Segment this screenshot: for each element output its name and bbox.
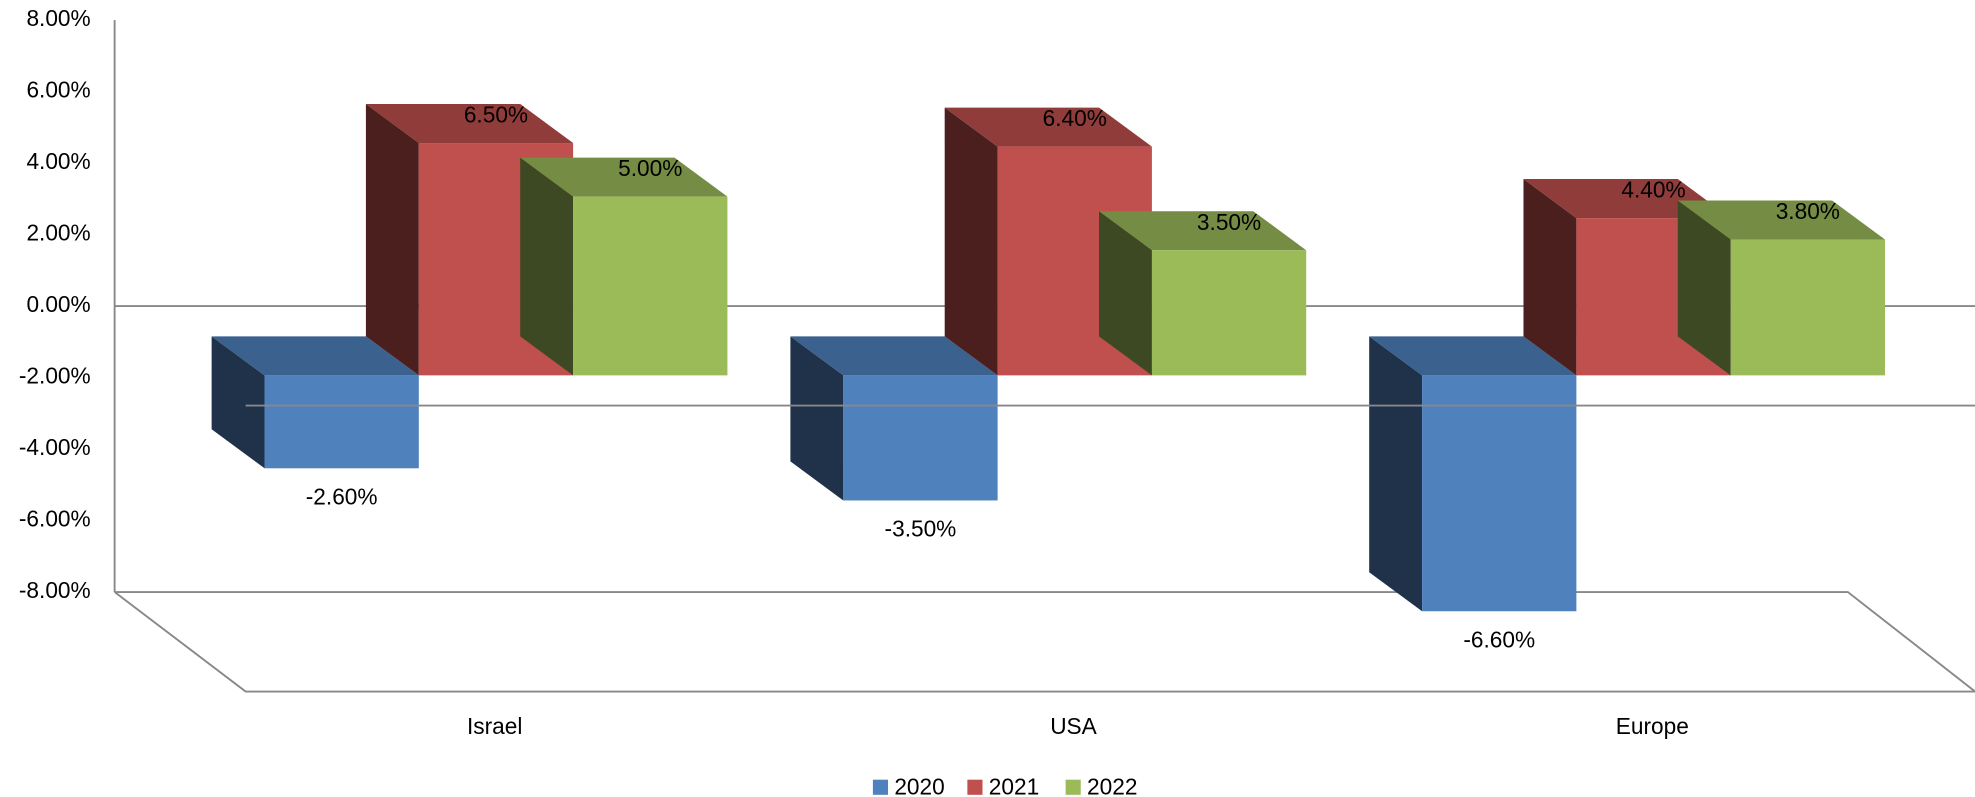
bar-side: [365, 103, 419, 376]
bar-side: [211, 336, 265, 469]
bar: [790, 336, 998, 501]
data-label: 3.50%: [1197, 209, 1261, 235]
data-label: -3.50%: [885, 516, 957, 542]
data-label: 5.00%: [618, 155, 682, 181]
y-tick-label: 2.00%: [26, 220, 90, 246]
legend-label: 2021: [989, 773, 1039, 797]
bar: [1099, 211, 1307, 376]
y-tick-label: -4.00%: [19, 434, 91, 460]
bar-top: [944, 107, 1152, 147]
data-label: 6.40%: [1043, 105, 1107, 131]
bar-top: [520, 157, 728, 197]
y-tick-label: -6.00%: [19, 506, 91, 532]
x-tick-label: Israel: [467, 713, 522, 739]
data-label: -6.60%: [1463, 626, 1535, 652]
bar-side: [1677, 200, 1731, 376]
data-label: 4.40%: [1621, 177, 1685, 203]
x-tick-label: Europe: [1616, 713, 1689, 739]
legend-swatch: [872, 779, 889, 795]
x-tick-label: USA: [1050, 713, 1097, 739]
y-tick-label: -2.00%: [19, 363, 91, 389]
bar-side: [790, 336, 844, 501]
bar: [1523, 179, 1731, 376]
legend-swatch: [967, 779, 983, 795]
bar-front: [1730, 239, 1885, 376]
bar-front: [843, 375, 998, 501]
bar-top: [211, 336, 419, 376]
legend-swatch: [1065, 779, 1081, 795]
bar: [1369, 336, 1577, 612]
bar-top: [365, 103, 574, 144]
bar-top: [790, 336, 998, 376]
legend-label: 2022: [1087, 773, 1137, 797]
bar: [211, 336, 419, 469]
y-tick-label: 0.00%: [26, 291, 90, 317]
bar-side: [1099, 211, 1152, 376]
y-tick-label: -8.00%: [19, 577, 91, 603]
legend-label: 2020: [894, 773, 944, 797]
bar-front: [573, 196, 728, 376]
bar-side: [944, 107, 998, 376]
floor: [114, 591, 1975, 693]
bar-front: [1151, 250, 1307, 376]
plot: -8.00% -6.00% -4.00% -2.00% 0.00% 2.00% 4.00% 6…: [19, 5, 1975, 797]
data-label: 3.80%: [1776, 198, 1840, 224]
bar-top: [1099, 211, 1307, 251]
data-label: 6.50%: [464, 102, 528, 128]
bar-top: [1369, 336, 1577, 376]
bar: [520, 157, 728, 376]
bar-front: [1422, 375, 1577, 612]
data-label: -2.60%: [306, 484, 378, 510]
y-tick-label: 8.00%: [26, 5, 90, 31]
y-tick-label: 6.00%: [26, 77, 90, 103]
bar-side: [1369, 336, 1423, 612]
bar-side: [520, 157, 574, 376]
bar-side: [1523, 179, 1577, 376]
bar: [1677, 200, 1885, 376]
bar-front: [264, 375, 419, 469]
y-tick-label: 4.00%: [26, 148, 90, 174]
bar-top: [1677, 200, 1885, 240]
